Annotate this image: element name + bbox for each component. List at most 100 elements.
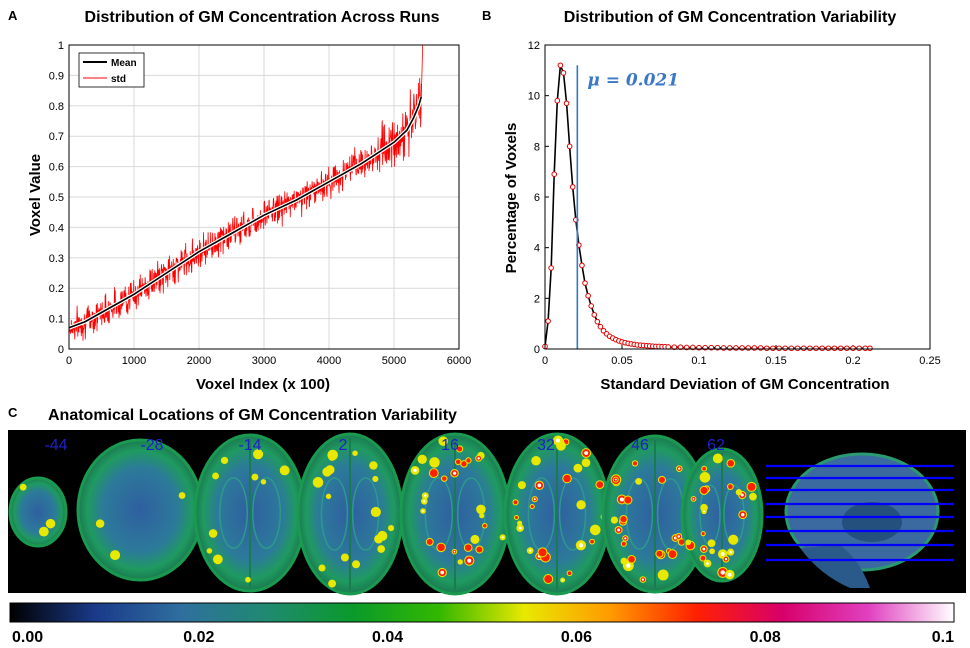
slice-label: 62 [707, 437, 725, 454]
data-point [588, 303, 595, 309]
hotspot-core [555, 438, 561, 443]
hotspot [326, 494, 331, 499]
hotspot [747, 482, 756, 491]
hotspot-core [729, 550, 732, 554]
slice-label: 2 [339, 437, 348, 454]
x-tick-label: 1000 [122, 355, 146, 367]
axial-slice [503, 432, 611, 596]
hotspot [518, 482, 525, 489]
hotspot-core [453, 550, 456, 553]
x-tick-label: 0.05 [611, 355, 632, 367]
hotspot [430, 458, 439, 467]
plot-area [545, 45, 930, 349]
hotspot [461, 461, 467, 467]
panel-letter-c: C [8, 405, 18, 420]
hotspot [727, 459, 735, 467]
data-point [597, 323, 604, 330]
data-point [591, 312, 598, 318]
hotspot [656, 550, 663, 557]
y-tick-label: 0.3 [49, 253, 64, 265]
hotspot-core [740, 493, 744, 497]
slice-outline [76, 438, 204, 582]
hotspot-core [477, 457, 480, 460]
colorbar [9, 602, 955, 623]
hotspot-core [584, 451, 589, 455]
y-tick-label: 12 [528, 40, 540, 52]
axial-slice [296, 432, 404, 596]
hotspot [96, 520, 104, 527]
hotspot [207, 549, 212, 553]
hotspot [458, 560, 462, 564]
hotspot [736, 490, 742, 495]
data-point [739, 345, 745, 351]
colorbar-tick-label: 0.1 [932, 629, 954, 646]
hotspot [700, 473, 710, 482]
hotspot [437, 543, 445, 552]
chart-b-xlabel: Standard Deviation of GM Concentration [600, 376, 889, 393]
hotspot [429, 469, 438, 478]
ventricle [320, 477, 349, 551]
hotspot [702, 466, 707, 471]
slice-label: -28 [140, 437, 163, 454]
x-tick-label: 3000 [252, 355, 276, 367]
data-point [850, 345, 856, 352]
chart-a-xlabel: Voxel Index (x 100) [196, 376, 330, 393]
hotspot [329, 454, 336, 460]
hotspot-core [702, 547, 706, 551]
y-tick-label: 10 [528, 91, 540, 103]
ventricle [558, 477, 587, 551]
hotspot [483, 523, 487, 528]
hotspot-core [413, 468, 417, 473]
hotspot [213, 473, 218, 479]
data-point [751, 345, 758, 351]
hotspot [514, 515, 519, 520]
hotspot-core [537, 483, 542, 488]
x-tick-label: 0.25 [919, 355, 940, 367]
hotspot-core [518, 526, 522, 530]
hotspot-core [619, 497, 624, 502]
y-tick-label: 0 [58, 344, 64, 356]
data-point [856, 345, 862, 352]
hotspot [252, 474, 258, 480]
hotspot [353, 451, 357, 455]
hotspot-core [724, 557, 728, 561]
axial-slice [680, 447, 764, 583]
hotspot-core [452, 471, 457, 475]
hotspot [658, 570, 668, 580]
slice-outline [8, 476, 68, 548]
brainstem [800, 545, 870, 588]
ventricle [252, 477, 281, 549]
hotspot [708, 540, 715, 547]
hotspot [628, 555, 635, 563]
x-tick-label: 0.2 [845, 355, 860, 367]
hotspot [353, 561, 360, 568]
mean-annotation: μ = 0.021 [587, 71, 679, 91]
data-point [807, 345, 813, 352]
hotspot [686, 540, 691, 545]
data-point [813, 345, 819, 352]
data-point [745, 345, 752, 351]
brain-slices [8, 432, 764, 596]
y-tick-label: 1 [58, 40, 64, 52]
hotspot [371, 507, 380, 517]
hotspot [574, 464, 582, 472]
hotspot [636, 478, 641, 484]
y-tick-label: 0.6 [49, 162, 64, 174]
hotspot [620, 516, 627, 523]
hotspot-core [641, 578, 645, 581]
x-tick-label: 5000 [382, 355, 406, 367]
hotspot-core [528, 549, 532, 552]
hotspot [466, 458, 471, 463]
hotspot [442, 476, 447, 481]
plot-frame [544, 44, 931, 350]
data-point [557, 62, 564, 69]
data-point [825, 345, 832, 352]
hotspot [319, 565, 325, 571]
hotspot [389, 526, 394, 531]
data-point [551, 171, 558, 177]
hotspot [590, 525, 600, 535]
y-tick-label: 0.7 [49, 131, 64, 143]
hotspot [326, 466, 334, 474]
hotspot-core [720, 552, 725, 556]
hotspot-core [677, 535, 680, 538]
